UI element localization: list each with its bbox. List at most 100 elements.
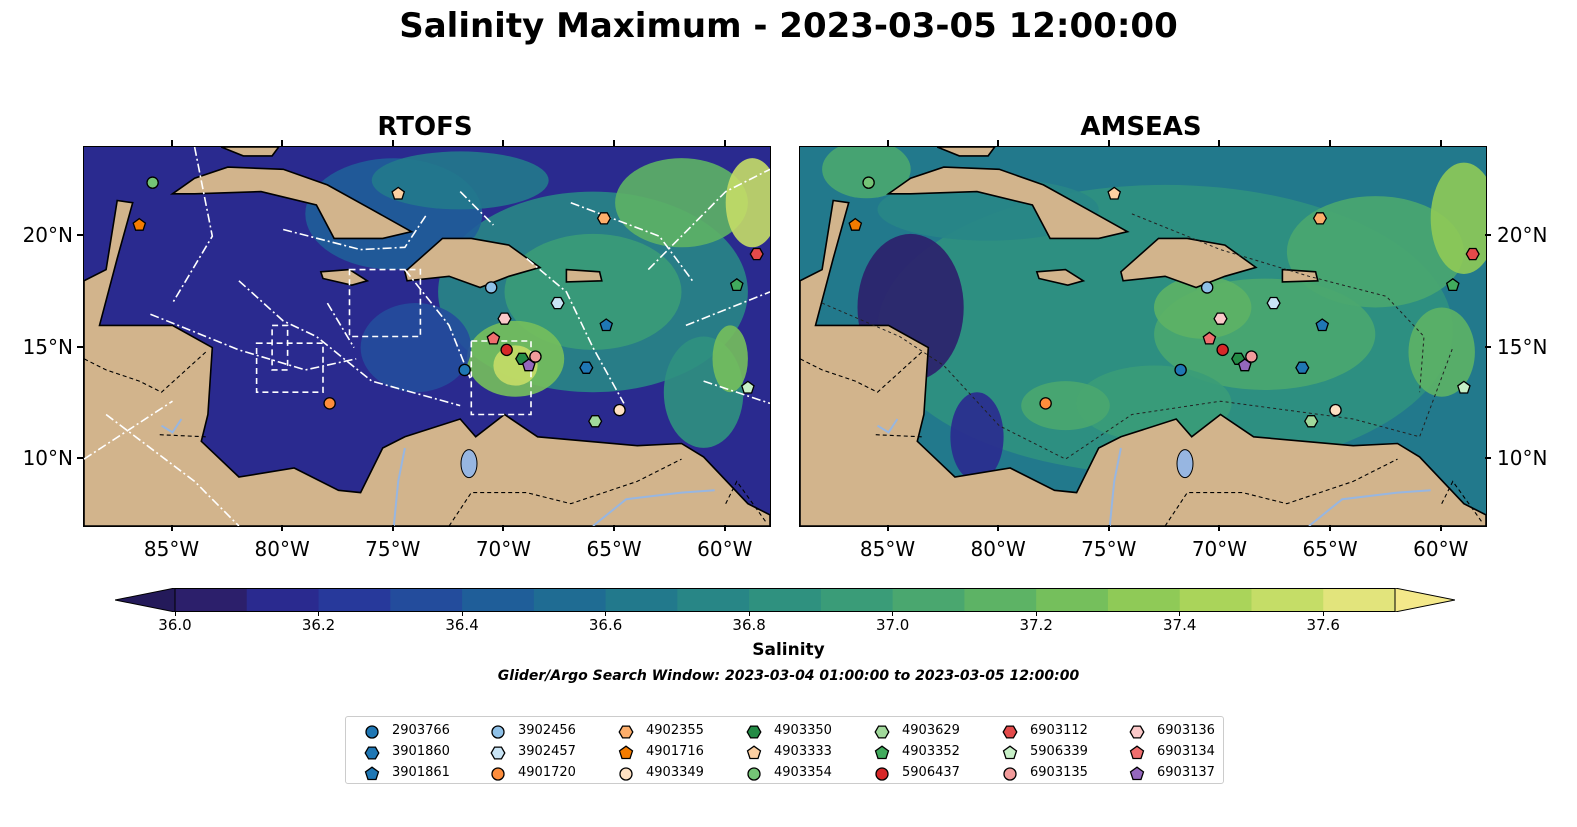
float-marker — [1304, 415, 1319, 428]
eez-boundary — [150, 313, 357, 371]
colorbar-tick — [1322, 612, 1324, 616]
tick-mark — [77, 345, 83, 348]
float-marker — [132, 217, 147, 231]
legend-marker — [1003, 767, 1017, 781]
tick-mark — [997, 140, 1000, 146]
legend-marker-icon — [1129, 766, 1145, 781]
lat-tick-label: 20°N — [22, 223, 73, 248]
legend-marker-icon — [746, 725, 762, 739]
salinity-patch — [712, 325, 748, 393]
colorbar-tick — [1179, 612, 1181, 616]
legend-label: 4903352 — [902, 744, 960, 759]
salinity-patch — [615, 158, 748, 248]
legend-marker — [1129, 745, 1145, 760]
legend-label: 4903354 — [774, 765, 832, 780]
legend-label: 4903629 — [902, 723, 960, 738]
tick-mark — [723, 525, 726, 531]
colorbar-tick — [748, 612, 750, 616]
float-marker — [613, 403, 626, 417]
float-marker — [1245, 350, 1258, 363]
colorbar-segment — [1251, 588, 1324, 612]
colorbar-tick-label: 37.6 — [1306, 616, 1340, 634]
country-border — [448, 458, 682, 526]
country-border — [1164, 458, 1398, 526]
tick-mark — [170, 140, 173, 146]
colorbar-tick-label: 37.2 — [1019, 616, 1053, 634]
float-marker — [848, 217, 863, 231]
lon-tick-label: 85°W — [859, 537, 916, 561]
legend-marker-icon — [1129, 725, 1145, 739]
colorbar-tick — [1035, 612, 1037, 616]
tick-mark — [1107, 525, 1110, 531]
float-marker — [1315, 318, 1330, 332]
legend-marker — [364, 766, 380, 781]
tick-mark — [723, 140, 726, 146]
legend-label: 3902457 — [518, 744, 576, 759]
amseas-map — [799, 146, 1487, 527]
eez-boundary — [84, 400, 173, 460]
tick-mark — [281, 525, 284, 531]
colorbar-tick-label: 36.6 — [588, 616, 623, 634]
legend-label: 2903766 — [392, 723, 450, 738]
legend-marker — [619, 767, 633, 781]
florida-land — [220, 147, 280, 157]
legend-label: 5906437 — [902, 765, 960, 780]
country-border — [800, 351, 923, 393]
colorbar-segment — [246, 588, 320, 612]
cuba-land — [885, 166, 1130, 240]
eez-boundary — [105, 413, 240, 526]
tick-mark — [886, 140, 889, 146]
legend-label: 6903137 — [1157, 765, 1215, 780]
jamaica-land — [1035, 268, 1086, 287]
salinity-patch — [950, 392, 1004, 482]
eez-boundary — [685, 291, 770, 327]
legend-label: 4901716 — [646, 744, 704, 759]
tick-mark — [1107, 140, 1110, 146]
float-marker — [529, 350, 542, 363]
eez-boundary — [703, 380, 770, 405]
tick-mark — [77, 457, 83, 460]
salinity-patch — [822, 147, 911, 199]
legend-marker-icon — [874, 725, 890, 739]
legend-marker — [491, 725, 505, 739]
float-marker — [1445, 277, 1460, 292]
lon-tick-label: 85°W — [143, 537, 200, 561]
tick-mark — [613, 525, 616, 531]
legend-marker-icon — [747, 767, 761, 781]
legend-marker-icon — [746, 745, 762, 760]
tick-mark — [997, 525, 1000, 531]
search-box-outline — [470, 340, 532, 416]
country-border — [156, 434, 206, 438]
legend-label: 4903350 — [774, 723, 832, 738]
panel-title-amseas: AMSEAS — [1080, 112, 1202, 142]
legend-marker-icon — [364, 766, 380, 781]
legend-marker-icon — [875, 767, 889, 781]
colorbar-segment — [390, 588, 463, 612]
float-marker — [729, 277, 744, 292]
colorbar-segment — [175, 588, 248, 612]
colorbar-tick-label: 36.4 — [445, 616, 479, 634]
eez-boundary — [238, 280, 461, 407]
lon-tick-label: 75°W — [1081, 537, 1137, 561]
legend-label: 4903333 — [774, 744, 832, 759]
search-window-label: Glider/Argo Search Window: 2023-03-04 01… — [497, 668, 1080, 684]
float-marker — [1329, 403, 1342, 417]
float-marker — [146, 176, 159, 189]
central-america-land — [800, 199, 1486, 526]
legend-label: 6903112 — [1030, 723, 1088, 738]
lon-tick-label: 65°W — [1302, 537, 1358, 561]
search-box-outline — [255, 342, 324, 393]
tick-mark — [1439, 525, 1442, 531]
salinity-patch — [371, 151, 549, 210]
colorbar-segment — [677, 588, 750, 612]
float-marker — [484, 281, 498, 294]
river-line — [876, 418, 899, 434]
legend-marker — [1129, 766, 1145, 781]
tick-mark — [391, 140, 394, 146]
eez-boundary — [459, 191, 494, 226]
float-marker — [1200, 281, 1214, 294]
puerto-rico-land — [1281, 268, 1319, 283]
legend-marker — [618, 725, 634, 739]
bathymetry-contour — [1131, 213, 1425, 393]
salinity-patch — [1408, 307, 1475, 397]
